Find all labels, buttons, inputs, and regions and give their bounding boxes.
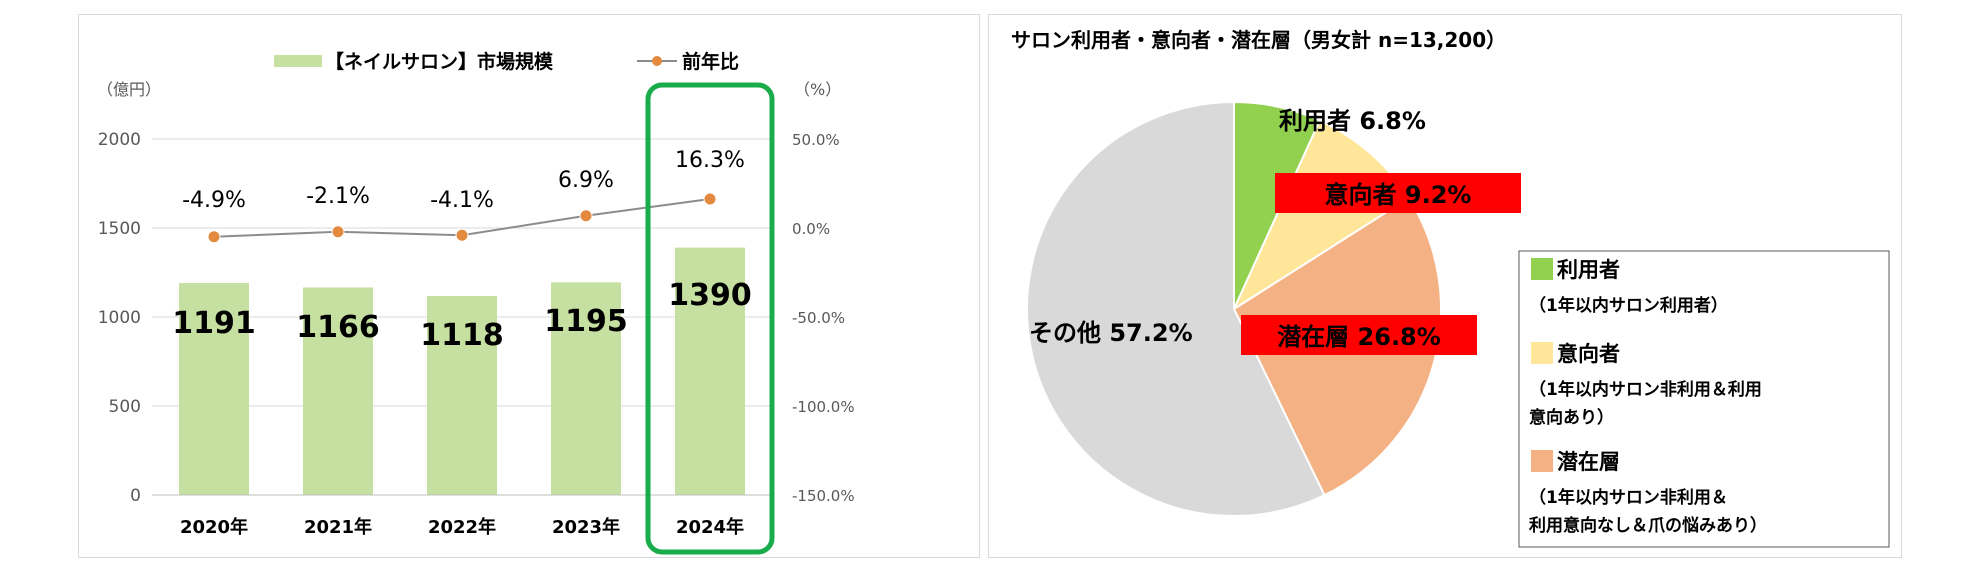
slice-label-latent-bg	[1241, 315, 1477, 355]
yoy-point	[207, 230, 221, 244]
yoy-value-label: -4.9%	[182, 188, 246, 213]
bar	[551, 282, 621, 495]
legend-name: 利用者	[1557, 258, 1620, 282]
yoy-point	[579, 209, 593, 223]
salon-user-pie-panel: サロン利用者・意向者・潜在層（男女計 n=13,200） 利用者 6.8% 意向者 …	[988, 14, 1902, 558]
yoy-value-label: 16.3%	[675, 148, 745, 173]
x-tick-label: 2023年	[552, 516, 620, 538]
yoy-point	[331, 225, 345, 239]
legend-desc: 利用意向なし＆爪の悩みあり）	[1529, 515, 1767, 536]
y-left-tick-label: 1500	[98, 219, 141, 239]
y-right-tick-label: -50.0%	[792, 309, 845, 327]
legend-desc: （1年以内サロン非利用＆利用	[1529, 379, 1762, 400]
y-right-tick-label: -150.0%	[792, 487, 855, 505]
y-left-tick-label: 500	[109, 397, 141, 417]
bar	[675, 247, 745, 495]
slice-label-latent: 潜在層 26.8%	[1277, 323, 1441, 351]
y-left-tick-label: 1000	[98, 308, 141, 328]
yoy-point	[703, 192, 717, 206]
bar	[427, 295, 497, 495]
y-left-tick-label: 0	[130, 486, 141, 506]
y-right-tick-label: -100.0%	[792, 398, 855, 416]
legend-desc: （1年以内サロン利用者）	[1529, 295, 1728, 316]
legend-line-label: 前年比	[682, 50, 739, 73]
legend-line-marker	[652, 56, 662, 66]
pie-slice	[1026, 100, 1326, 517]
bar-value-label: 1191	[172, 306, 256, 341]
y-right-tick-label: 0.0%	[792, 220, 830, 238]
highlight-2024-box	[645, 82, 775, 555]
bar-value-label: 1166	[296, 310, 380, 345]
x-tick-label: 2022年	[428, 516, 496, 538]
yoy-value-label: -4.1%	[430, 188, 494, 213]
yoy-value-label: 6.9%	[558, 168, 614, 193]
yoy-value-label: -2.1%	[306, 184, 370, 209]
bar-value-label: 1195	[544, 304, 628, 339]
slice-label-intent-bg	[1275, 173, 1521, 213]
legend-desc: 意向あり）	[1529, 407, 1614, 428]
salon-user-pie-chart: サロン利用者・意向者・潜在層（男女計 n=13,200） 利用者 6.8% 意向者 …	[1011, 28, 1890, 548]
y-left-tick-label: 2000	[98, 130, 141, 150]
bar-value-label: 1118	[420, 318, 504, 353]
market-size-chart-panel: 0 500 1000 1500 2000 -150.0% -100.0% -50.0% 0.0%…	[78, 14, 980, 558]
legend-swatch	[1531, 342, 1553, 364]
legend-name: 意向者	[1557, 342, 1620, 366]
legend-bar-label: 【ネイルサロン】市場規模	[325, 50, 554, 73]
pie-legend-box	[1518, 250, 1890, 548]
legend-name: 潜在層	[1557, 450, 1620, 474]
legend-swatch	[1531, 258, 1553, 280]
bar	[179, 283, 249, 495]
bar-value-label: 1390	[668, 278, 752, 313]
slice-label-user: 利用者 6.8%	[1279, 107, 1426, 135]
slice-label-other: その他 57.2%	[1029, 319, 1193, 347]
slice-label-intent: 意向者 9.2%	[1325, 181, 1472, 209]
legend-swatch	[1531, 450, 1553, 472]
y-right-unit: （%）	[794, 80, 841, 99]
bar	[303, 287, 373, 495]
y-left-unit: （億円）	[97, 80, 161, 99]
legend-bar-swatch	[274, 55, 322, 67]
x-tick-label: 2024年	[676, 516, 744, 538]
yoy-point	[455, 228, 469, 242]
x-tick-label: 2020年	[180, 516, 248, 538]
x-tick-label: 2021年	[304, 516, 372, 538]
pie-title: サロン利用者・意向者・潜在層（男女計 n=13,200）	[1011, 28, 1506, 52]
market-size-chart: 0 500 1000 1500 2000 -150.0% -100.0% -50.0% 0.0%…	[97, 50, 855, 555]
legend-desc: （1年以内サロン非利用＆	[1529, 487, 1728, 508]
y-right-tick-label: 50.0%	[792, 131, 840, 149]
